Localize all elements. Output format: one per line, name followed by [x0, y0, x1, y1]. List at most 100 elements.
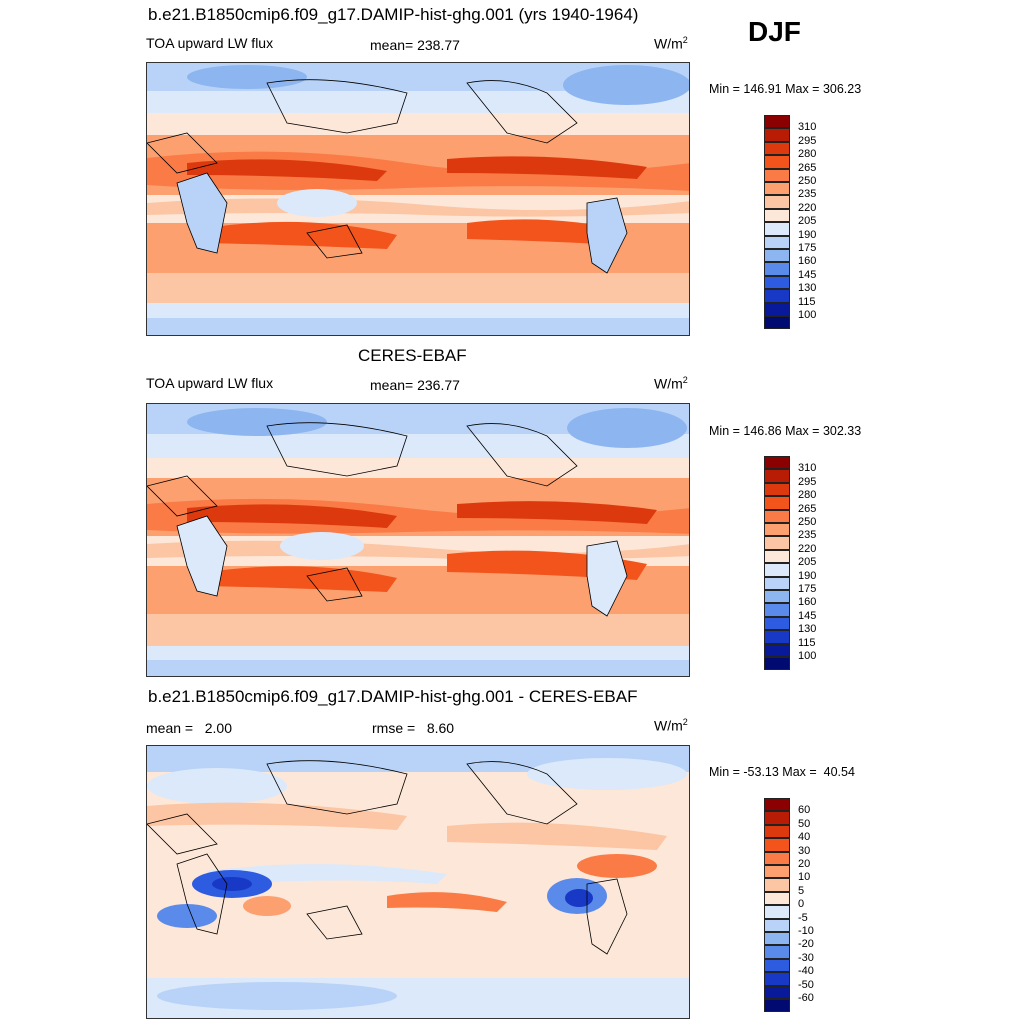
colorbar-label: 265 — [798, 161, 817, 174]
colorbar-label: 220 — [798, 542, 817, 555]
colorbar-swatch — [764, 576, 790, 590]
colorbar-swatch — [764, 999, 790, 1013]
colorbar-swatch — [764, 249, 790, 263]
colorbar-label: -10 — [798, 925, 814, 937]
colorbar-label: 130 — [798, 623, 817, 636]
colorbar-swatch — [764, 509, 790, 523]
colorbar-label: -5 — [798, 911, 808, 924]
colorbar-swatch — [764, 482, 790, 497]
colorbar-label: -20 — [798, 938, 814, 951]
colorbar-label: 5 — [798, 884, 805, 897]
colorbar-swatch — [764, 643, 790, 657]
panel2-map — [146, 403, 690, 677]
colorbar-swatch — [764, 811, 790, 825]
colorbar-label: 190 — [798, 569, 817, 582]
season-label: DJF — [748, 16, 801, 47]
colorbar-swatch — [764, 865, 790, 879]
panel1-title: b.e21.B1850cmip6.f09_g17.DAMIP-hist-ghg.… — [148, 5, 639, 24]
colorbar-swatch — [764, 523, 790, 537]
colorbar-label: 115 — [798, 295, 816, 308]
panel1-units: W/m2 — [654, 35, 688, 52]
panel2-units: W/m2 — [654, 375, 688, 392]
panel2-variable-label: TOA upward LW flux — [146, 375, 274, 391]
colorbar-swatch — [764, 302, 790, 316]
colorbar-swatch — [764, 316, 790, 330]
colorbar-label: 100 — [798, 650, 817, 662]
colorbar-label: -60 — [798, 992, 814, 1004]
colorbar-label: 100 — [798, 309, 817, 321]
colorbar-label: 205 — [798, 215, 817, 228]
colorbar-label: -30 — [798, 951, 814, 964]
colorbar-label: 10 — [798, 871, 811, 884]
panel2-title: CERES-EBAF — [358, 346, 467, 365]
panel2-colorbar: 310 295 280 265 250 235 220 205 190 175 160 145 130 1… — [764, 456, 844, 671]
colorbar-swatch — [764, 985, 790, 999]
colorbar-label: 0 — [798, 898, 805, 911]
panel1-map — [146, 62, 690, 336]
panel1-variable-label: TOA upward LW flux — [146, 35, 274, 51]
colorbar-swatch — [764, 563, 790, 577]
colorbar-swatch — [764, 128, 790, 142]
colorbar-label: 250 — [798, 175, 817, 187]
colorbar-label: 310 — [798, 121, 817, 134]
colorbar-swatch — [764, 616, 790, 631]
colorbar-swatch — [764, 208, 790, 223]
colorbar-label: -50 — [798, 978, 814, 991]
panel1-minmax: Min = 146.91 Max = 306.23 — [709, 82, 862, 96]
colorbar-label: 50 — [798, 817, 811, 830]
colorbar-swatch — [764, 824, 790, 839]
colorbar-swatch — [764, 603, 790, 617]
colorbar-swatch — [764, 289, 790, 303]
colorbar-swatch — [764, 958, 790, 973]
colorbar-swatch — [764, 891, 790, 906]
colorbar-label: -40 — [798, 965, 814, 978]
colorbar-swatch — [764, 657, 790, 671]
colorbar-swatch — [764, 235, 790, 249]
colorbar-swatch — [764, 469, 790, 483]
colorbar-label: 60 — [798, 804, 811, 817]
panel2-mean-label: mean= 236.77 — [370, 377, 460, 393]
colorbar-swatch — [764, 262, 790, 276]
colorbar-label: 130 — [798, 282, 817, 295]
colorbar-label: 205 — [798, 556, 817, 569]
colorbar-swatch — [764, 878, 790, 892]
panel1-mean-label: mean= 238.77 — [370, 37, 460, 53]
colorbar-label: 175 — [798, 583, 817, 595]
panel3-rmse-label: rmse = 8.60 — [372, 720, 455, 736]
panel2-minmax: Min = 146.86 Max = 302.33 — [709, 424, 862, 438]
colorbar-swatch — [764, 945, 790, 959]
colorbar-swatch — [764, 222, 790, 236]
colorbar-swatch — [764, 275, 790, 290]
colorbar-label: 295 — [798, 134, 817, 147]
panel3-colorbar: 60 50 40 30 20 10 5 0 -5 -10 -20 -30 -40 -50 -60 — [764, 798, 844, 1013]
colorbar-swatch — [764, 838, 790, 852]
colorbar-label: 145 — [798, 268, 817, 281]
colorbar-label: 190 — [798, 228, 817, 241]
colorbar-label: 280 — [798, 148, 817, 161]
colorbar-swatch — [764, 456, 790, 470]
colorbar-label: 30 — [798, 844, 811, 857]
colorbar-label: 175 — [798, 242, 817, 254]
colorbar-label: 145 — [798, 609, 817, 622]
colorbar-swatch — [764, 972, 790, 986]
colorbar-swatch — [764, 905, 790, 919]
colorbar-swatch — [764, 918, 790, 932]
colorbar-label: 235 — [798, 529, 817, 542]
colorbar-label: 265 — [798, 502, 817, 515]
colorbar-swatch — [764, 851, 790, 865]
colorbar-label: 115 — [798, 636, 816, 649]
panel3-mean-label: mean = 2.00 — [146, 720, 233, 736]
colorbar-swatch — [764, 932, 790, 946]
colorbar-label: 250 — [798, 516, 817, 528]
colorbar-swatch — [764, 195, 790, 209]
colorbar-label: 160 — [798, 596, 817, 609]
colorbar-swatch — [764, 182, 790, 196]
panel3-title: b.e21.B1850cmip6.f09_g17.DAMIP-hist-ghg.… — [148, 687, 638, 706]
colorbar-swatch — [764, 155, 790, 169]
colorbar-label: 295 — [798, 475, 817, 488]
colorbar-swatch — [764, 141, 790, 156]
colorbar-swatch — [764, 496, 790, 510]
colorbar-label: 220 — [798, 201, 817, 214]
panel1-colorbar: 310 295 280 265 250 235 220 205 190 175 160 145 130 1… — [764, 115, 844, 330]
colorbar-label: 40 — [798, 831, 811, 844]
